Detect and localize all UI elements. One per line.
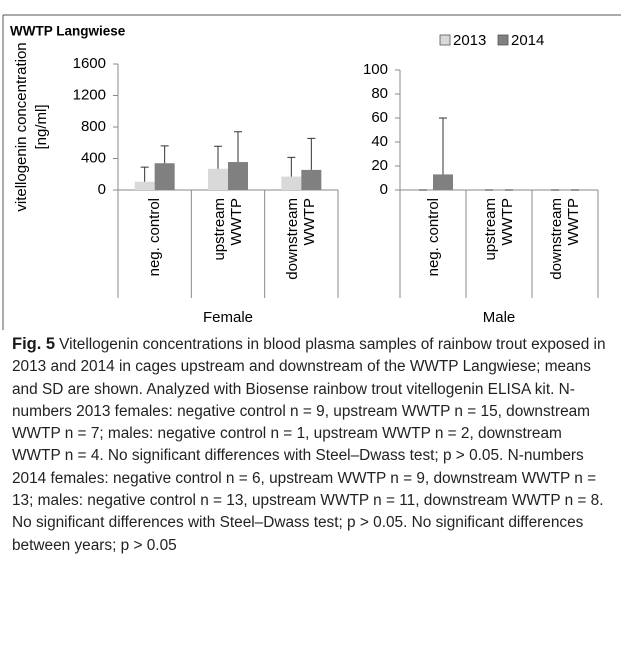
bar <box>433 174 453 190</box>
error-bar <box>160 145 169 164</box>
x-tick-label: upstream WWTP <box>211 198 245 261</box>
y-axis-label: [ng/ml] <box>33 104 50 149</box>
chart-title: WWTP Langwiese <box>10 24 126 39</box>
bar <box>208 168 228 190</box>
error-bar <box>140 166 149 182</box>
y-axis-label: vitellogenin concentration <box>13 42 30 211</box>
y-tick-label: 40 <box>371 133 388 150</box>
caption-label: Fig. 5 <box>12 335 56 353</box>
legend-label: 2014 <box>511 32 544 49</box>
y-tick-label: 800 <box>81 118 106 135</box>
legend-swatch <box>439 34 451 46</box>
chart: WWTP Langwiese 2013 2014040080012001600Fe… <box>2 14 621 330</box>
x-tick-label: upstream WWTP <box>482 198 516 261</box>
legend-label: 2013 <box>453 32 486 49</box>
y-tick-label: 1200 <box>73 86 106 103</box>
y-tick-label: 1600 <box>73 55 106 72</box>
x-tick-label: downstream WWTP <box>284 198 319 280</box>
x-tick-label: neg. control <box>424 198 442 277</box>
error-bar <box>287 156 296 177</box>
y-tick-label: 20 <box>371 157 388 174</box>
x-axis-label: Female <box>203 309 253 326</box>
y-tick-label: 0 <box>98 181 106 198</box>
legend-swatch <box>497 34 509 46</box>
error-bar <box>214 145 222 169</box>
y-tick-label: 400 <box>81 149 106 166</box>
caption-text: Vitellogenin concentrations in blood pla… <box>12 336 606 554</box>
error-bar <box>307 137 316 170</box>
y-tick-label: 60 <box>371 109 388 126</box>
bar <box>154 163 175 190</box>
x-tick-label: downstream WWTP <box>548 198 582 280</box>
y-tick-label: 80 <box>371 85 388 102</box>
error-bar <box>439 117 447 175</box>
y-tick-label: 100 <box>363 61 388 78</box>
bar <box>134 181 155 190</box>
x-tick-label: neg. control <box>146 198 164 277</box>
y-tick-label: 0 <box>380 181 388 198</box>
error-bar <box>234 131 242 163</box>
caption: Fig. 5 Vitellogenin concentrations in blo… <box>12 333 612 557</box>
bar <box>281 176 302 190</box>
bar <box>301 169 322 190</box>
bar <box>228 162 248 190</box>
x-axis-label: Male <box>483 309 516 326</box>
